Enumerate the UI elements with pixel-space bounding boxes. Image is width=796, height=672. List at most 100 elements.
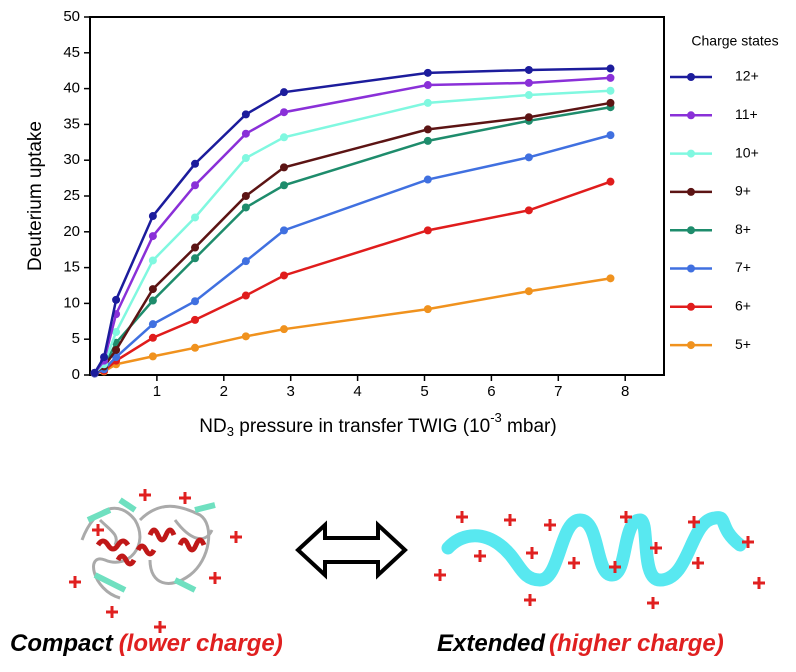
data-point	[148, 296, 157, 305]
legend-dot	[687, 111, 695, 120]
plus	[609, 561, 621, 573]
data-point	[191, 181, 200, 190]
data-point	[100, 353, 109, 362]
x-tick-label: 1	[153, 383, 161, 400]
y-tick-label: 15	[63, 259, 80, 276]
data-point	[112, 353, 121, 362]
plus	[434, 569, 446, 581]
data-point	[280, 133, 289, 142]
data-point	[423, 125, 432, 134]
y-tick-label: 50	[63, 8, 80, 25]
data-point	[191, 159, 200, 168]
legend-dot	[687, 226, 695, 235]
x-label-part: pressure in transfer TWIG (10	[234, 416, 490, 437]
y-tick-label: 25	[63, 187, 80, 204]
caption-extended-note: (higher charge)	[549, 630, 724, 657]
data-point	[148, 285, 157, 294]
charges	[69, 489, 765, 633]
legend-dot	[687, 264, 695, 273]
data-point	[606, 73, 615, 82]
plus	[69, 576, 81, 588]
plus	[179, 492, 191, 504]
plus	[742, 536, 754, 548]
data-point	[524, 206, 533, 215]
y-tick-label: 30	[63, 151, 80, 168]
data-point	[148, 333, 157, 342]
plus	[230, 531, 242, 543]
series-line	[93, 101, 611, 374]
plus	[620, 511, 632, 523]
plus	[688, 516, 700, 528]
compact-protein	[80, 497, 216, 600]
data-point	[280, 181, 289, 190]
legend-title: Charge states	[691, 33, 778, 49]
legend-dot	[687, 149, 695, 158]
caption-compact-note: (lower charge)	[119, 630, 283, 657]
plus	[106, 606, 118, 618]
legend-label: 8+	[735, 221, 751, 237]
y-tick-label: 10	[63, 294, 80, 311]
data-point	[191, 254, 200, 263]
x-label-sub: 3	[227, 424, 234, 439]
data-point	[112, 345, 121, 354]
y-tick-label: 35	[63, 115, 80, 132]
plus	[650, 542, 662, 554]
series-line	[93, 89, 611, 374]
data-point	[423, 136, 432, 145]
data-point	[241, 257, 250, 266]
data-point	[423, 175, 432, 184]
data-point	[423, 305, 432, 314]
data-point	[148, 256, 157, 265]
x-axis-label: ND3 pressure in transfer TWIG (10-3 mbar…	[199, 410, 556, 439]
data-point	[148, 320, 157, 329]
data-point	[241, 154, 250, 163]
legend-dot	[687, 73, 695, 81]
data-point	[280, 226, 289, 235]
data-point	[606, 64, 615, 73]
data-point	[524, 91, 533, 100]
data-point	[191, 213, 200, 222]
plus	[753, 577, 765, 589]
data-point	[524, 287, 533, 296]
plot-frame	[89, 16, 665, 376]
plus	[526, 547, 538, 559]
data-point	[524, 78, 533, 87]
series-line	[94, 180, 611, 375]
data-point	[191, 343, 200, 352]
y-tick-label: 40	[63, 80, 80, 97]
plus	[504, 514, 516, 526]
caption-extended: Extended	[437, 630, 546, 657]
data-point	[241, 291, 250, 300]
caption: Extended (higher charge)	[437, 630, 724, 657]
plus	[154, 621, 166, 633]
plus	[209, 572, 221, 584]
data-point	[606, 274, 615, 283]
data-point	[148, 212, 157, 221]
data-point	[423, 226, 432, 235]
x-tick-label: 5	[420, 383, 428, 400]
data-point	[191, 297, 200, 306]
x-tick-label: 7	[554, 383, 562, 400]
data-point	[280, 108, 289, 117]
data-point	[524, 113, 533, 122]
x-label-sup: -3	[490, 410, 502, 425]
data-point	[112, 328, 121, 337]
data-point	[112, 295, 121, 304]
legend-dot	[687, 187, 695, 196]
legend-label: 6+	[735, 298, 751, 314]
series-line	[94, 133, 611, 375]
x-tick-label: 6	[487, 383, 495, 400]
series-line	[93, 67, 611, 374]
data-point	[191, 243, 200, 252]
x-tick-label: 4	[353, 383, 361, 400]
plus	[474, 550, 486, 562]
legend-dot	[687, 302, 695, 311]
extended-chain	[441, 511, 747, 587]
legend-label: 5+	[735, 336, 751, 352]
data-point	[606, 131, 615, 140]
data-point	[280, 271, 289, 280]
data-point	[606, 98, 615, 107]
x-tick-label: 3	[287, 383, 295, 400]
data-point	[241, 129, 250, 138]
